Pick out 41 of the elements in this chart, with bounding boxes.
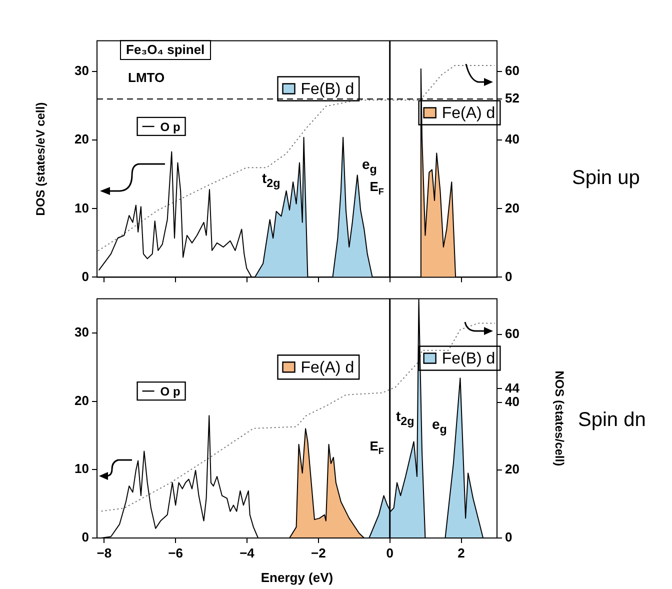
y2-tick-label: 0 — [505, 268, 512, 284]
annotation: LMTO — [128, 70, 165, 86]
y2-tick-label: 60 — [505, 326, 520, 342]
y-tick-label: 30 — [74, 324, 89, 340]
y2-tick-label: 60 — [505, 63, 520, 78]
y-tick-label: 0 — [82, 268, 89, 284]
x-tick-label: −6 — [168, 545, 183, 560]
y2-tick-label: 20 — [505, 200, 520, 216]
y2-axis-title: NOS (states/cell) — [552, 370, 566, 466]
x-tick-label: −4 — [240, 545, 256, 560]
y2-tick-label: 40 — [505, 394, 520, 409]
legend-label: O p — [160, 120, 180, 134]
y2-tick-label: 44 — [505, 380, 520, 396]
legend-label: Fe(A) d — [442, 105, 496, 122]
legend-label: Fe(B) d — [300, 81, 354, 98]
y-axis-title: DOS (states/eV cell) — [34, 102, 48, 216]
legend-label: O p — [160, 384, 180, 398]
x-axis-title: Energy (eV) — [260, 570, 334, 585]
y-tick-label: 0 — [82, 530, 89, 545]
y2-tick-label: 0 — [505, 530, 512, 545]
y2-tick-label: 52 — [505, 90, 520, 106]
x-tick-label: −8 — [96, 545, 112, 560]
annotation: Fe₃O₄ spinel — [120, 40, 211, 60]
annotation: t$_{2g}$ — [262, 170, 280, 191]
y-tick-label: 30 — [74, 63, 89, 78]
y-tick-label: 20 — [74, 392, 89, 408]
annotation: e$_{g}$ — [432, 416, 447, 437]
text: Spin dn — [578, 408, 646, 432]
x-tick-label: 0 — [386, 545, 394, 560]
y2-tick-label: 20 — [505, 462, 520, 477]
annotation: t$_{2g}$ — [396, 408, 414, 429]
legend-label: Fe(B) d — [442, 350, 496, 368]
x-tick-label: 2 — [458, 545, 465, 560]
y-tick-label: 10 — [74, 200, 89, 216]
y-tick-label: 20 — [74, 132, 89, 147]
y2-tick-label: 40 — [505, 132, 520, 147]
legend-label: Fe(A) d — [300, 360, 354, 377]
text: Spin up — [572, 166, 640, 190]
y-tick-label: 10 — [74, 461, 89, 476]
annotation: e$_{g}$ — [362, 156, 377, 177]
x-tick-label: −2 — [311, 545, 326, 560]
